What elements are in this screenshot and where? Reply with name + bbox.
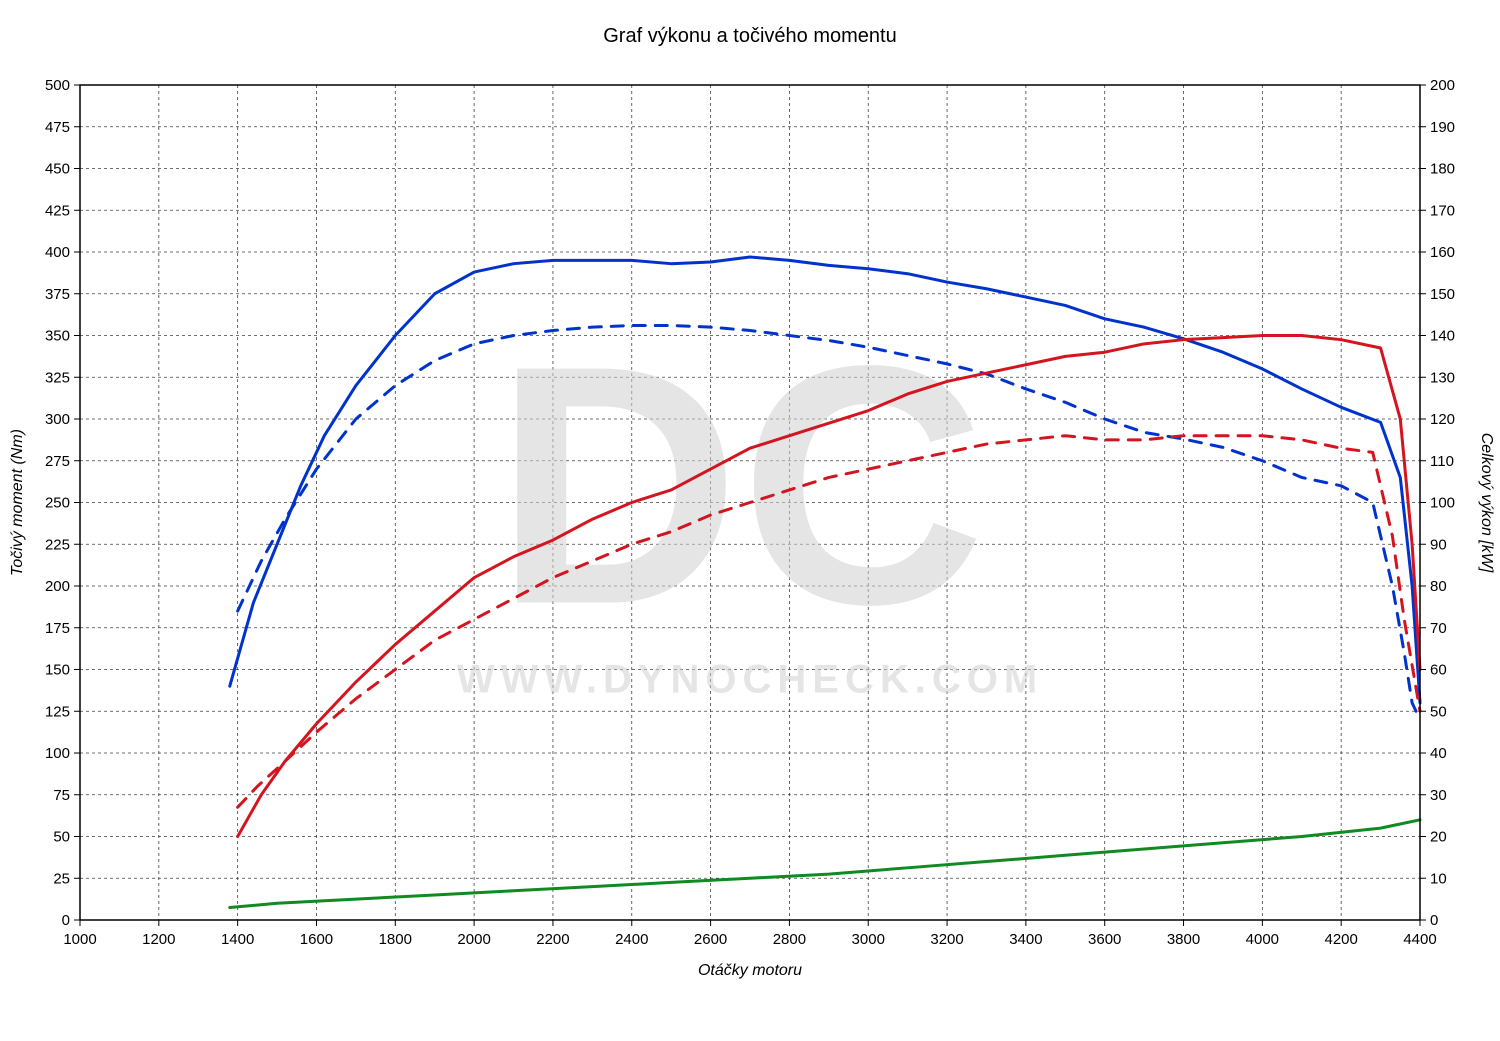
y-left-tick-label: 325 — [45, 369, 70, 386]
y-right-tick-label: 170 — [1430, 202, 1455, 219]
y-left-tick-label: 225 — [45, 536, 70, 553]
y-right-tick-label: 160 — [1430, 244, 1455, 261]
y-left-tick-label: 350 — [45, 328, 70, 345]
y-left-tick-label: 150 — [45, 662, 70, 679]
y-right-tick-label: 130 — [1430, 369, 1455, 386]
y-left-tick-label: 175 — [45, 620, 70, 637]
x-tick-label: 2200 — [536, 931, 569, 948]
y-left-tick-label: 75 — [53, 787, 70, 804]
y-right-tick-label: 180 — [1430, 161, 1455, 178]
watermark: DCWWW.DYNOCHECK.COM — [457, 296, 1043, 702]
y-left-tick-label: 400 — [45, 244, 70, 261]
y-right-tick-label: 190 — [1430, 119, 1455, 136]
chart-title-text: Graf výkonu a točivého momentu — [603, 25, 896, 47]
y-right-tick-label: 10 — [1430, 870, 1447, 887]
x-tick-label: 3800 — [1167, 931, 1200, 948]
y-right-tick-label: 30 — [1430, 787, 1447, 804]
y-right-axis-label-text: Celkový výkon [kW] — [1478, 433, 1495, 573]
x-tick-label: 1600 — [300, 931, 333, 948]
x-tick-label: 2800 — [773, 931, 806, 948]
y-right-tick-label: 50 — [1430, 703, 1447, 720]
y-right-tick-label: 20 — [1430, 829, 1447, 846]
x-axis-label-text: Otáčky motoru — [698, 962, 802, 979]
y-right-tick-label: 60 — [1430, 662, 1447, 679]
y-right-tick-label: 200 — [1430, 77, 1455, 94]
y-right-tick-label: 150 — [1430, 286, 1455, 303]
y-left-tick-label: 200 — [45, 578, 70, 595]
watermark-dc: DC — [494, 296, 985, 676]
x-tick-label: 3400 — [1009, 931, 1042, 948]
y-right-tick-label: 40 — [1430, 745, 1447, 762]
dyno-chart: DCWWW.DYNOCHECK.COM100012001400160018002… — [0, 0, 1500, 1041]
y-right-tick-label: 120 — [1430, 411, 1455, 428]
x-tick-label: 3600 — [1088, 931, 1121, 948]
y-left-tick-label: 500 — [45, 77, 70, 94]
y-right-tick-label: 80 — [1430, 578, 1447, 595]
y-right-tick-label: 70 — [1430, 620, 1447, 637]
watermark-url-text: WWW.DYNOCHECK.COM — [457, 658, 1043, 702]
x-tick-label: 1200 — [142, 931, 175, 948]
y-left-tick-label: 275 — [45, 453, 70, 470]
x-tick-label: 4400 — [1403, 931, 1436, 948]
y-left-tick-label: 375 — [45, 286, 70, 303]
x-tick-label: 2400 — [615, 931, 648, 948]
x-tick-label: 1800 — [379, 931, 412, 948]
y-left-axis-label-text: Točivý moment (Nm) — [9, 429, 26, 576]
x-tick-label: 2000 — [457, 931, 490, 948]
y-right-tick-label: 90 — [1430, 536, 1447, 553]
y-left-tick-label: 0 — [62, 912, 70, 929]
y-left-tick-label: 250 — [45, 495, 70, 512]
x-tick-label: 3000 — [852, 931, 885, 948]
x-tick-label: 4200 — [1324, 931, 1357, 948]
y-right-tick-label: 0 — [1430, 912, 1438, 929]
y-left-tick-label: 125 — [45, 703, 70, 720]
y-left-tick-label: 25 — [53, 870, 70, 887]
x-tick-label: 2600 — [694, 931, 727, 948]
y-right-tick-label: 110 — [1430, 453, 1454, 470]
y-left-tick-label: 450 — [45, 161, 70, 178]
x-tick-label: 1000 — [63, 931, 96, 948]
y-right-tick-label: 100 — [1430, 495, 1455, 512]
y-left-tick-label: 100 — [45, 745, 70, 762]
y-left-tick-label: 475 — [45, 119, 70, 136]
x-tick-label: 1400 — [221, 931, 254, 948]
y-left-tick-label: 425 — [45, 202, 70, 219]
y-left-tick-label: 50 — [53, 829, 70, 846]
x-tick-label: 3200 — [930, 931, 963, 948]
x-tick-label: 4000 — [1246, 931, 1279, 948]
y-right-tick-label: 140 — [1430, 328, 1455, 345]
y-left-tick-label: 300 — [45, 411, 70, 428]
